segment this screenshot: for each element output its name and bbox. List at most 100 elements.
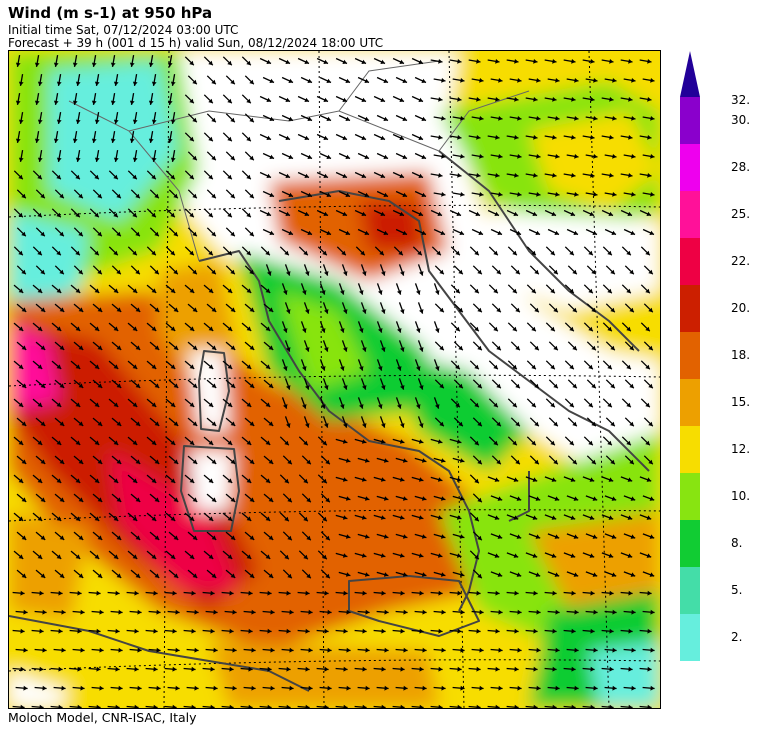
wind-arrow-head xyxy=(227,478,233,483)
wind-arrow-head xyxy=(113,288,119,293)
wind-arrow-head xyxy=(629,269,634,275)
wind-arrow-head xyxy=(550,402,555,408)
wind-arrow-head xyxy=(21,421,27,426)
wind-arrow-head xyxy=(189,402,195,407)
wind-arrow-head xyxy=(266,173,271,178)
wind-arrow-head xyxy=(460,192,465,197)
wind-arrow-head xyxy=(399,477,405,482)
wind-arrow-head xyxy=(495,97,500,102)
wind-arrow-head xyxy=(20,590,25,596)
wind-arrow-head xyxy=(303,516,308,522)
wind-arrow-head xyxy=(173,307,179,312)
wind-arrow-head xyxy=(42,647,47,653)
wind-arrow-head xyxy=(496,345,501,351)
wind-arrow-head xyxy=(249,535,255,540)
wind-arrow-head xyxy=(593,116,598,121)
wind-arrow-head xyxy=(323,173,328,178)
wind-arrow-head xyxy=(78,307,84,312)
wind-arrow-head xyxy=(459,230,464,235)
wind-arrow-head xyxy=(56,516,62,521)
wind-arrow-head xyxy=(230,535,236,540)
wind-arrow-head xyxy=(72,62,78,67)
wind-arrow-head xyxy=(343,271,348,276)
colorbar-swatch xyxy=(680,567,700,614)
wind-arrow-head xyxy=(20,704,25,708)
wind-arrow-head xyxy=(286,704,291,708)
wind-arrow-head xyxy=(402,458,408,463)
wind-arrow-head xyxy=(77,704,82,708)
wind-arrow-head xyxy=(97,269,102,275)
wind-arrow-head xyxy=(610,459,615,465)
wind-arrow-head xyxy=(303,250,308,256)
wind-arrow-head xyxy=(227,326,233,331)
wind-arrow-head xyxy=(305,347,310,352)
wind-arrow-head xyxy=(42,685,47,691)
wind-arrow-head xyxy=(646,553,652,558)
wind-arrow-head xyxy=(536,154,541,159)
wind-arrow-head xyxy=(343,590,348,596)
wind-arrow-head xyxy=(213,647,218,653)
wind-arrow-head xyxy=(75,554,81,559)
wind-arrow-head xyxy=(383,192,388,197)
wind-arrow-head xyxy=(37,440,43,445)
wind-arrow-head xyxy=(192,535,198,540)
wind-arrow-head xyxy=(115,590,120,596)
wind-arrow-head xyxy=(419,423,424,428)
wind-arrow-head xyxy=(612,192,617,197)
wind-arrow-head xyxy=(21,193,26,199)
wind-arrow-head xyxy=(323,97,328,102)
wind-arrow-head xyxy=(208,402,214,407)
wind-arrow-head xyxy=(402,572,408,577)
wind-arrow-head xyxy=(514,704,519,708)
wind-arrow-head xyxy=(268,497,274,502)
wind-arrow-head xyxy=(384,685,389,691)
wind-arrow-head xyxy=(302,290,307,295)
wind-arrow-head xyxy=(573,534,579,539)
wind-arrow-head xyxy=(191,666,196,672)
wind-arrow-head xyxy=(381,347,386,352)
wind-arrow-head xyxy=(189,98,194,104)
colorbar-tick-label: 12. xyxy=(731,441,751,456)
wind-arrow-head xyxy=(135,345,141,350)
wind-arrow-head xyxy=(94,288,100,293)
wind-arrow-head xyxy=(552,666,557,672)
wind-arrow-head xyxy=(609,590,614,596)
wind-arrow-head xyxy=(512,440,517,446)
wind-arrow-head xyxy=(496,421,501,427)
wind-arrow-head xyxy=(134,628,139,634)
wind-arrow-head xyxy=(18,516,24,521)
wind-arrow-head xyxy=(210,704,215,708)
wind-arrow-head xyxy=(421,458,427,463)
wind-arrow-head xyxy=(474,364,479,370)
wind-arrow-head xyxy=(192,421,198,426)
wind-arrow-head xyxy=(650,609,655,615)
wind-arrow-head xyxy=(96,666,101,672)
wind-arrow-head xyxy=(380,477,386,482)
wind-arrow-head xyxy=(418,477,424,482)
wind-arrow-head xyxy=(359,404,364,409)
wind-arrow-head xyxy=(418,211,423,216)
wind-arrow-head xyxy=(380,59,385,64)
wind-arrow-head xyxy=(609,173,614,178)
wind-arrow-head xyxy=(589,515,595,520)
wind-arrow-head xyxy=(346,685,351,691)
wind-arrow-head xyxy=(590,135,595,140)
wind-arrow-head xyxy=(571,173,576,178)
wind-arrow-head xyxy=(58,628,63,634)
wind-arrow-head xyxy=(362,628,367,634)
wind-arrow-head xyxy=(170,402,176,407)
wind-arrow-head xyxy=(97,307,103,312)
wind-arrow-head xyxy=(211,193,216,199)
wind-arrow-head xyxy=(550,288,555,294)
wind-arrow-head xyxy=(94,402,100,407)
wind-arrow-head xyxy=(592,534,598,539)
wind-arrow-head xyxy=(189,288,195,293)
wind-arrow-head xyxy=(364,192,369,197)
wind-arrow-head xyxy=(134,590,139,596)
wind-arrow-head xyxy=(327,685,332,691)
wind-arrow-head xyxy=(631,192,636,197)
wind-arrow-head xyxy=(439,269,444,275)
wind-arrow-head xyxy=(246,364,252,369)
wind-arrow-head xyxy=(192,269,197,275)
wind-arrow-head xyxy=(588,440,593,446)
